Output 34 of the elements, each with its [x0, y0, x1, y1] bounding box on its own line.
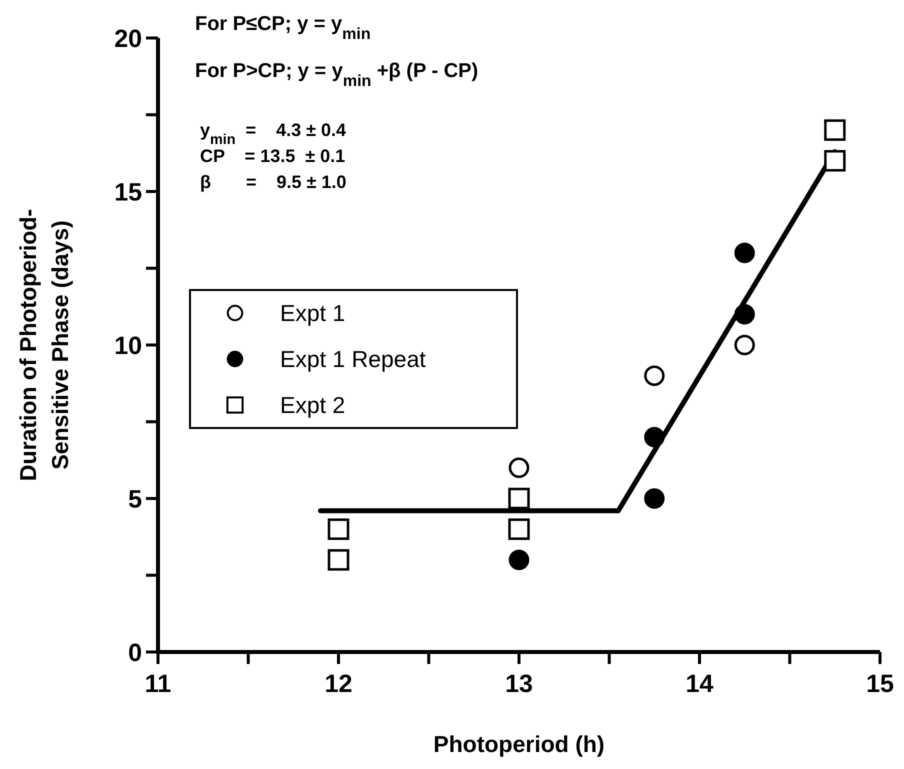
- annotation: For P≤CP; y = y$_{min}$: [195, 13, 371, 42]
- point: [734, 334, 755, 356]
- point: [824, 119, 846, 141]
- point: [644, 365, 665, 386]
- annotation: CP = 13.5 ± 0.1: [200, 146, 346, 166]
- point: [328, 549, 350, 571]
- point: [508, 518, 530, 540]
- y-tick-label: 20: [114, 25, 142, 53]
- x-axis-title: Photoperiod (h): [433, 731, 605, 757]
- x-tick-label: 14: [686, 670, 714, 698]
- point: [734, 242, 755, 264]
- y-tick-label: 10: [114, 332, 142, 360]
- legend-label: Expt 1 Repeat: [280, 346, 426, 372]
- point: [508, 550, 530, 570]
- legend-label: Expt 1: [280, 300, 346, 326]
- point: [508, 488, 530, 510]
- point: [644, 488, 665, 509]
- y-tick-label: 15: [114, 178, 142, 206]
- x-tick-label: 13: [505, 670, 533, 698]
- y-axis-title: Duration of Photoperiod- Sensitive Phase (days): [15, 208, 73, 482]
- x-tick-label: 12: [324, 670, 352, 698]
- point: [824, 150, 846, 172]
- annotation: β = 9.5 ± 1.0: [200, 172, 346, 192]
- y-tick-label: 0: [128, 639, 142, 667]
- point: [734, 304, 755, 325]
- point: [644, 426, 665, 448]
- annotation: y$_{min}$ = 4.3 ± 0.4: [200, 120, 346, 148]
- legend-label: Expt 2: [280, 392, 346, 418]
- x-tick-label: 15: [866, 670, 894, 698]
- x-tick-label: 11: [144, 670, 172, 698]
- y-tick-label: 5: [128, 486, 142, 514]
- point: [508, 458, 530, 478]
- annotation: For P>CP; y = y$_{min}$ +β (P - CP): [195, 60, 478, 90]
- point: [328, 518, 350, 540]
